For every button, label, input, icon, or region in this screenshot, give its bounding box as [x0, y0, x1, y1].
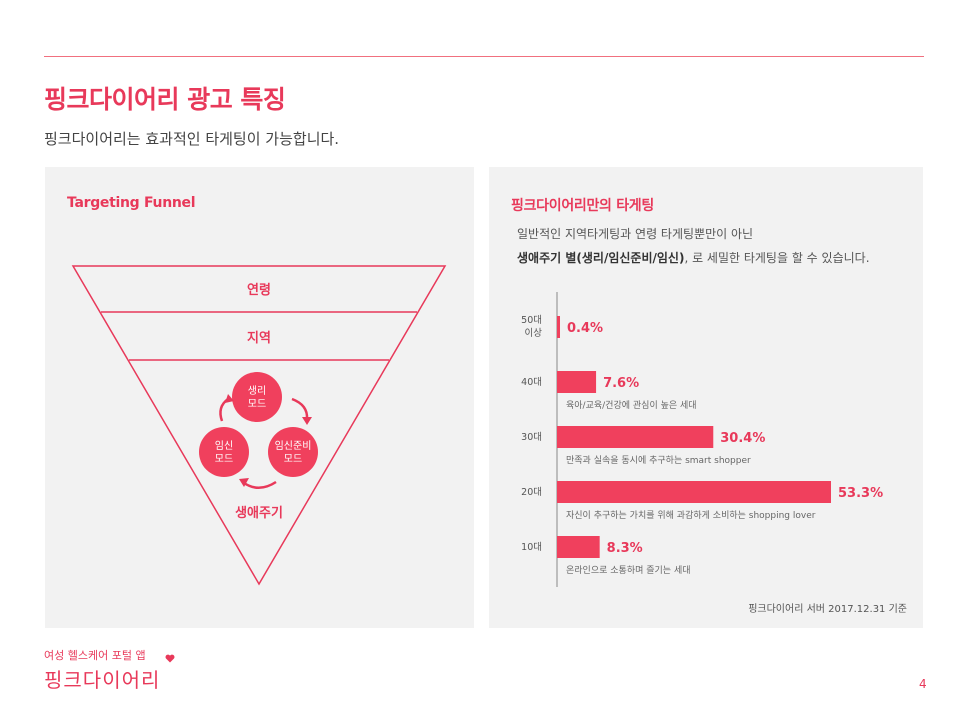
category-label-4: 10대 [521, 542, 542, 553]
footer-tagline: 여성 헬스케어 포털 앱 [44, 649, 146, 662]
bar-3 [557, 481, 831, 503]
category-label-0-0: 50대 [521, 315, 542, 326]
funnel-outline [71, 265, 447, 586]
page-number: 4 [919, 677, 927, 691]
cycle-arrow-right-head [302, 417, 312, 425]
funnel-diagram: 연령 지역 생리 모드 임신 모드 임신준비 모드 생애주기 [71, 265, 447, 586]
cycle-node-menstruation-line1: 생리 [248, 385, 266, 397]
targeting-description-line2: 생애주기 별(생리/임신준비/임신), 로 세밀한 타게팅을 할 수 있습니다. [517, 249, 870, 266]
targeting-panel-title: 핑크다이어리만의 타게팅 [511, 198, 654, 214]
cycle-node-menstruation: 생리 모드 [232, 372, 282, 422]
bar-1 [557, 371, 597, 393]
description-rest: , 로 세밀한 타게팅을 할 수 있습니다. [684, 251, 870, 265]
cycle-node-pregnancy: 임신 모드 [199, 427, 249, 477]
funnel-panel-title: Targeting Funnel [67, 195, 196, 211]
category-label-0-1: 이상 [525, 328, 543, 339]
cycle-node-pregnancy-prep: 임신준비 모드 [268, 427, 318, 477]
cycle-arrow-left-head [225, 394, 234, 403]
heart-icon [165, 654, 175, 663]
bar-2 [557, 426, 714, 448]
bar-4 [557, 536, 600, 558]
funnel-level-region: 지역 [247, 330, 271, 346]
funnel-level-age: 연령 [247, 283, 271, 298]
bar-value-label-0: 0.4% [567, 321, 603, 336]
cycle-arrow-bottom-head [239, 478, 249, 487]
data-source-note: 핑크다이어리 서버 2017.12.31 기준 [748, 604, 907, 615]
cycle-node-pregnancy-prep-line2: 모드 [284, 454, 302, 465]
lifecycle-emphasis: 생애주기 별(생리/임신준비/임신) [517, 251, 685, 265]
funnel-level-lifecycle: 생애주기 [235, 505, 283, 521]
bar-value-label-4: 8.3% [607, 541, 643, 556]
category-label-2: 30대 [521, 432, 542, 443]
category-label-1: 40대 [521, 377, 542, 388]
bar-0 [557, 316, 560, 338]
page-subtitle: 핑크다이어리는 효과적인 타게팅이 가능합니다. [44, 130, 340, 148]
bar-annotation-3: 자신이 추구하는 가치를 위해 과감하게 소비하는 shopping lover [566, 509, 816, 521]
cycle-node-pregnancy-prep-line1: 임신준비 [275, 439, 312, 452]
category-label-3: 20대 [521, 487, 542, 498]
targeting-panel: 핑크다이어리만의 타게팅 일반적인 지역타게팅과 연령 타게팅뿐만이 아닌 생애… [489, 167, 923, 628]
footer-brand-logo: 핑크다이어리 [44, 668, 161, 692]
bar-value-label-3: 53.3% [838, 486, 883, 501]
bar-annotation-4: 온라인으로 소통하며 즐기는 세대 [566, 565, 691, 576]
cycle-node-menstruation-line2: 모드 [248, 399, 266, 410]
targeting-description-line1: 일반적인 지역타게팅과 연령 타게팅뿐만이 아닌 [517, 227, 754, 241]
cycle-node-pregnancy-line2: 모드 [215, 454, 233, 465]
page-title: 핑크다이어리 광고 특징 [44, 85, 286, 114]
cycle-arrow-right-icon [291, 397, 309, 420]
top-divider [44, 56, 924, 57]
targeting-funnel-panel: Targeting Funnel 연령 지역 생리 모드 임신 모드 임신준비 … [45, 167, 474, 628]
cycle-arrow-bottom-icon [243, 480, 277, 489]
bar-value-label-1: 7.6% [603, 376, 639, 391]
bar-value-label-2: 30.4% [720, 431, 765, 446]
bar-annotation-1: 육아/교육/건강에 관심이 높은 세대 [566, 400, 697, 411]
cycle-node-pregnancy-line1: 임신 [215, 439, 233, 452]
bar-annotation-2: 만족과 실속을 동시에 추구하는 smart shopper [566, 455, 751, 466]
